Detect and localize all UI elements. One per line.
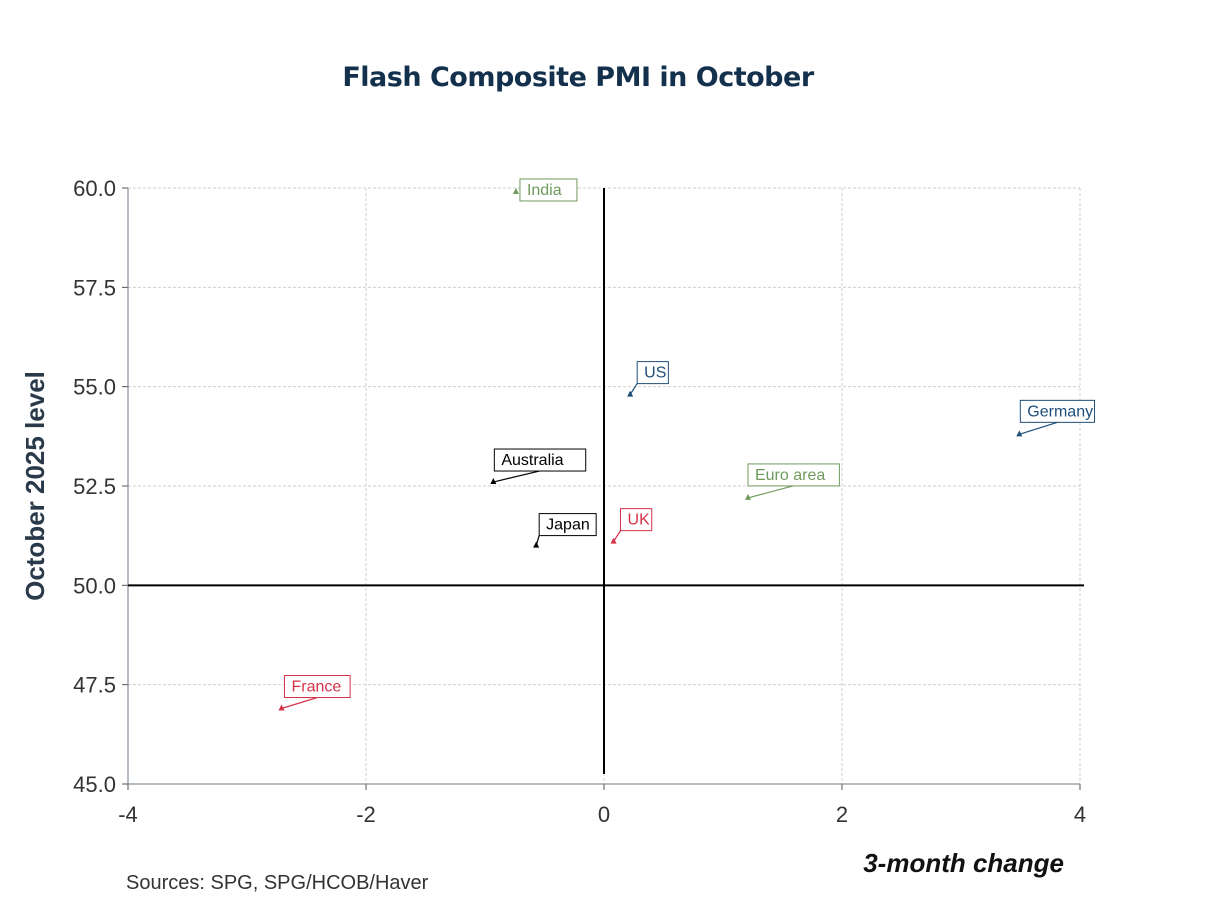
leader-line bbox=[629, 383, 638, 395]
x-axis-label: 3-month change bbox=[863, 848, 1064, 878]
data-label: Euro area bbox=[755, 467, 825, 484]
data-label-box bbox=[493, 448, 587, 472]
leader-line bbox=[493, 470, 540, 483]
leader-line bbox=[1019, 421, 1058, 435]
x-tick-label: 2 bbox=[836, 802, 848, 827]
data-label: France bbox=[292, 679, 342, 696]
data-label-box bbox=[284, 675, 351, 699]
y-tick-label: 45.0 bbox=[73, 772, 116, 797]
x-tick-label: 0 bbox=[598, 802, 610, 827]
y-tick-label: 47.5 bbox=[73, 673, 116, 698]
x-tick-label: 4 bbox=[1074, 802, 1086, 827]
chart-title: Flash Composite PMI in October bbox=[342, 62, 814, 93]
sources-note: Sources: SPG, SPG/HCOB/Haver bbox=[126, 872, 429, 894]
leader-line bbox=[747, 485, 794, 499]
data-label: UK bbox=[628, 512, 651, 529]
y-tick-label: 55.0 bbox=[73, 375, 116, 400]
leader-line bbox=[613, 530, 622, 542]
data-point-marker bbox=[490, 478, 497, 485]
x-tick-label: -4 bbox=[118, 802, 138, 827]
data-label: US bbox=[644, 365, 666, 382]
data-point-marker bbox=[627, 390, 634, 397]
data-label-box bbox=[636, 361, 669, 385]
data-point-marker bbox=[610, 537, 617, 544]
y-tick-label: 52.5 bbox=[73, 474, 116, 499]
y-tick-label: 60.0 bbox=[73, 176, 116, 201]
data-point-marker bbox=[533, 541, 540, 548]
data-label: Australia bbox=[501, 452, 563, 469]
leader-line bbox=[281, 696, 318, 710]
data-label-box bbox=[747, 463, 840, 487]
data-label: Japan bbox=[546, 517, 590, 534]
data-label: India bbox=[527, 182, 562, 199]
data-point-marker bbox=[1016, 430, 1023, 437]
y-tick-label: 57.5 bbox=[73, 275, 116, 300]
data-point-marker bbox=[512, 187, 519, 194]
data-label: Germany bbox=[1027, 403, 1093, 420]
x-tick-label: -2 bbox=[356, 802, 376, 827]
data-label-box bbox=[519, 178, 578, 202]
data-point-marker bbox=[744, 493, 751, 500]
data-label-box bbox=[620, 508, 653, 532]
data-label-box bbox=[1019, 399, 1096, 423]
y-axis-label: October 2025 level bbox=[20, 371, 50, 601]
y-tick-label: 50.0 bbox=[73, 573, 116, 598]
data-point-marker bbox=[278, 704, 285, 711]
data-label-box bbox=[538, 513, 597, 537]
